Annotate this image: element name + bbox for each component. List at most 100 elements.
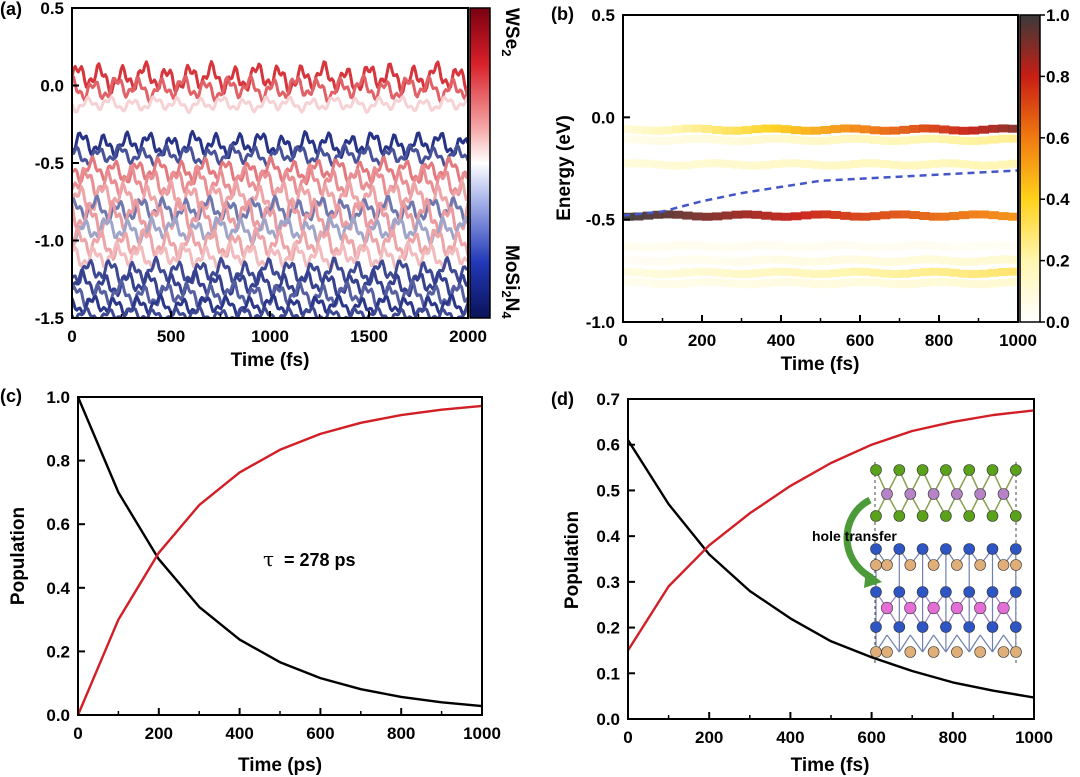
panel-b-heat-cell: [790, 212, 802, 221]
panel-b-heat-cell: [958, 257, 970, 266]
panel-c-population-curves: [76, 396, 483, 716]
panel-b-x-tick-label: 400: [767, 331, 795, 350]
panel-a-y-tick-label: 0.5: [40, 0, 64, 18]
selenium-atom: [940, 510, 952, 522]
panel-b-heat-cell: [751, 135, 762, 144]
panel-b-heat-cell: [879, 159, 891, 168]
silicon-atom: [870, 646, 882, 658]
panel-b-heat-cell: [672, 210, 683, 219]
panel-b-heat-cell: [978, 256, 989, 265]
panel-b-heat-cell: [731, 210, 743, 219]
panel-b-heat-cell: [968, 137, 980, 146]
panel-b-heat-cell: [800, 159, 812, 168]
panel-b-heat-cell: [810, 270, 822, 279]
panel-b-heat-cell: [820, 269, 831, 278]
panel-b-heat-cell: [662, 270, 673, 279]
panel-b-heat-cell: [879, 279, 891, 288]
panel-b-heat-cell: [998, 160, 1009, 169]
panel-c-y-label: Population: [8, 507, 29, 605]
panel-b-heat-cell: [919, 268, 930, 277]
panel-b-heat-cell: [761, 124, 772, 133]
panel-b-heat-cell: [810, 279, 822, 288]
silicon-atom: [951, 559, 963, 571]
panel-b-heat-cell: [909, 256, 920, 265]
mosi2n4-bond: [886, 634, 900, 653]
panel-b-heat-cell: [662, 136, 673, 145]
panel-b-heat-cell: [741, 242, 752, 251]
silicon-atom: [881, 559, 893, 571]
panel-b-heat-cell: [652, 257, 664, 266]
panel-b-heat-cell: [652, 137, 664, 146]
tungsten-atom: [927, 488, 940, 500]
panel-b-heat-cell: [623, 159, 634, 168]
panel-a-energy-traces: [72, 60, 468, 318]
panel-b-heat-cell: [988, 255, 999, 264]
panel-b-heat-cell: [790, 268, 802, 277]
panel-b-heat-cell: [682, 255, 693, 264]
panel-b-heat-cell: [869, 257, 881, 266]
panel-c-y-tick-label: 0.4: [46, 579, 70, 598]
panel-d: 0 200 400 600 800 1000 0.00.10.20.30.40.50.60…: [551, 389, 1053, 776]
panel-b-heat-cell: [988, 268, 999, 277]
inset-atoms: [870, 464, 1022, 658]
panel-b-heat-cell: [830, 210, 841, 219]
panel-b-heat-cell: [721, 243, 733, 252]
panel-b-heat-cell: [781, 212, 792, 221]
panel-b-heat-cell: [632, 256, 644, 265]
panel-b-heat-cell: [790, 243, 802, 252]
selenium-atom: [986, 464, 999, 476]
panel-b-heat-cell: [869, 126, 881, 135]
panel-b-heat-cell: [702, 277, 713, 286]
panel-b-heat-cell: [761, 211, 772, 220]
panel-a-colorbar: [469, 7, 491, 319]
panel-b-heat-cell: [869, 159, 881, 168]
panel-b-heat-cell: [810, 137, 822, 146]
panel-b-heat-cell: [761, 279, 772, 288]
panel-b-heat-cell: [731, 279, 743, 288]
panel-d-y-label: Population: [562, 511, 583, 609]
panel-b-heat-cell: [702, 267, 713, 276]
panel-b-heat-cell: [948, 136, 960, 145]
mosi2n4-bond: [922, 634, 935, 653]
panel-d-x-tick-label: 800: [939, 728, 967, 747]
panel-b-heat-cell: [771, 160, 782, 169]
panel-b-heat-cell: [820, 136, 831, 145]
panel-b-heat-cell: [899, 136, 910, 145]
panel-b-x-label: Time (fs): [781, 354, 860, 375]
panel-d-x-ticks: 0 200 400 600 800 1000: [623, 712, 1053, 747]
panel-b: 0 200 400 600 800 1000 -1.0 -0.5 0.0 0.5 Time (f…: [551, 4, 1070, 375]
panel-b-heat-cell: [978, 241, 989, 250]
panel-a-band-trace: [72, 197, 468, 239]
panel-b-heat-cell: [711, 159, 723, 168]
panel-a-label: (a): [0, 0, 22, 19]
panel-b-heat-cell: [652, 160, 664, 169]
panel-b-heat-cell: [632, 268, 644, 277]
panel-c-y-tick-label: 0.0: [46, 706, 70, 725]
panel-b-heat-cell: [771, 134, 782, 143]
panel-b-heat-cell: [731, 160, 743, 169]
panel-b-heat-cell: [721, 269, 733, 278]
panel-b-heat-cell: [682, 268, 693, 277]
panel-b-heat-cell: [998, 134, 1009, 143]
panel-b-heat-cell: [830, 241, 841, 250]
mosi2n4-bond: [933, 634, 947, 653]
panel-b-x-tick-label: 0: [618, 331, 627, 350]
panel-b-heat-cell: [623, 255, 634, 264]
panel-b-heat-cell: [919, 124, 930, 133]
panel-b-heat-cell: [692, 124, 703, 133]
panel-b-heat-cell: [623, 124, 634, 133]
mosi2n4-bond: [898, 634, 911, 653]
panel-d-y-tick-label: 0.0: [596, 710, 620, 729]
panel-b-heat-cell: [939, 242, 950, 251]
panel-b-heat-cell: [840, 134, 851, 143]
panel-d-x-tick-label: 400: [776, 728, 804, 747]
panel-b-heat-cell: [761, 241, 772, 250]
nitrogen-atom: [1009, 621, 1022, 633]
selenium-atom: [963, 510, 976, 522]
panel-b-heat-cell: [1008, 278, 1018, 287]
panel-d-x-label: Time (fs): [791, 755, 870, 776]
panel-b-heat-cell: [958, 160, 970, 169]
tau-value-annotation: = 278 ps: [284, 550, 356, 570]
panel-b-heat-cell: [692, 241, 703, 250]
nitrogen-atom: [870, 586, 882, 598]
